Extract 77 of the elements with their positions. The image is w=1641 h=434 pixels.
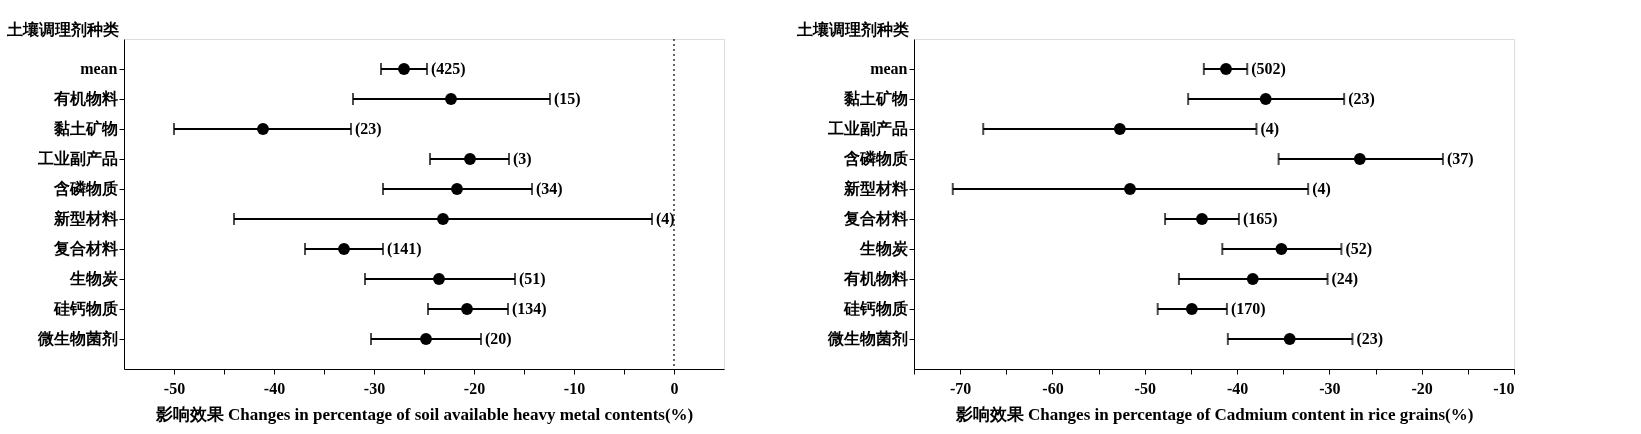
- annotation: (134): [512, 300, 547, 318]
- x-tick-label: -60: [1042, 379, 1064, 397]
- y-tick-label: 硅钙物质: [842, 300, 908, 317]
- point: [1353, 153, 1366, 165]
- point: [445, 93, 457, 105]
- annotation: (502): [1251, 60, 1286, 78]
- annotation: (165): [1242, 210, 1278, 228]
- point: [1185, 303, 1198, 315]
- y-axis-title: 土壤调理剂种类: [795, 19, 909, 38]
- annotation: (170): [1230, 300, 1266, 318]
- point: [1196, 213, 1208, 225]
- annotation: (51): [519, 270, 546, 288]
- x-tick-label: -50: [1134, 379, 1156, 397]
- y-tick-label: mean: [870, 60, 908, 77]
- x-tick-label: -50: [163, 379, 186, 397]
- y-tick-label: 生物炭: [858, 240, 909, 257]
- annotation: (425): [431, 60, 466, 78]
- annotation: (34): [536, 180, 563, 198]
- y-tick-label: 有机物料: [52, 90, 118, 107]
- x-tick-label: -10: [563, 379, 586, 397]
- point: [464, 153, 476, 165]
- x-tick-label: 0: [670, 379, 679, 397]
- y-tick-label: 工业副产品: [36, 150, 118, 167]
- y-tick-label: 新型材料: [842, 180, 908, 197]
- point: [1259, 93, 1272, 105]
- point: [257, 123, 269, 135]
- annotation: (4): [1260, 120, 1280, 138]
- annotation: (4): [1312, 180, 1331, 198]
- x-tick-label: -10: [1493, 379, 1515, 397]
- x-axis-title: 影响效果 Changes in percentage of soil available heavy metal contents(%): [154, 404, 694, 424]
- annotation: (23): [1348, 90, 1375, 108]
- y-tick-label: 黏土矿物: [52, 120, 118, 137]
- x-tick-label: -20: [1411, 379, 1433, 397]
- point: [461, 303, 473, 315]
- y-tick-label: 硅钙物质: [52, 300, 118, 317]
- x-axis-title: 影响效果 Changes in percentage of Cadmium content in rice grains(%): [954, 404, 1474, 424]
- x-tick-label: -40: [1226, 379, 1249, 397]
- point: [433, 273, 445, 285]
- point: [1113, 123, 1126, 135]
- point: [398, 63, 410, 75]
- annotation: (23): [355, 120, 382, 138]
- x-tick-label: -30: [1319, 379, 1341, 397]
- y-tick-label: mean: [80, 60, 118, 77]
- y-tick-label: 微生物菌剂: [826, 329, 908, 347]
- annotation: (3): [513, 150, 532, 168]
- y-axis-title: 土壤调理剂种类: [5, 19, 119, 38]
- point: [1124, 183, 1136, 195]
- y-tick-label: 工业副产品: [826, 120, 908, 137]
- point: [437, 213, 449, 225]
- y-tick-label: 黏土矿物: [842, 90, 908, 107]
- point: [1275, 243, 1288, 255]
- point: [1283, 333, 1296, 345]
- y-tick-label: 复合材料: [52, 240, 118, 257]
- x-tick-label: -40: [263, 379, 286, 397]
- annotation: (141): [387, 240, 422, 258]
- point: [1220, 63, 1232, 75]
- x-tick-label: -20: [463, 379, 486, 397]
- y-tick-label: 含磷物质: [842, 150, 908, 167]
- y-tick-label: 新型材料: [52, 210, 118, 227]
- point: [338, 243, 350, 255]
- annotation: (37): [1446, 150, 1474, 168]
- y-tick-label: 微生物菌剂: [36, 329, 118, 347]
- y-tick-label: 有机物料: [842, 270, 908, 287]
- point: [1246, 273, 1259, 285]
- x-tick-label: -30: [363, 379, 386, 397]
- y-tick-label: 含磷物质: [52, 180, 118, 197]
- y-tick-label: 复合材料: [842, 210, 908, 227]
- annotation: (4): [656, 210, 675, 228]
- point: [451, 183, 463, 195]
- y-tick-label: 生物炭: [68, 270, 119, 287]
- annotation: (52): [1345, 240, 1373, 258]
- annotation: (20): [485, 330, 512, 348]
- annotation: (23): [1356, 330, 1384, 348]
- x-tick-label: -70: [949, 379, 972, 397]
- annotation: (24): [1331, 270, 1359, 288]
- point: [420, 333, 432, 345]
- annotation: (15): [554, 90, 581, 108]
